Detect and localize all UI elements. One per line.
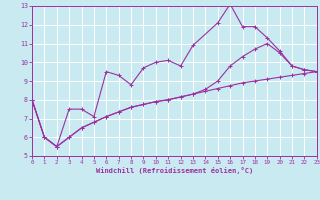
X-axis label: Windchill (Refroidissement éolien,°C): Windchill (Refroidissement éolien,°C) — [96, 167, 253, 174]
